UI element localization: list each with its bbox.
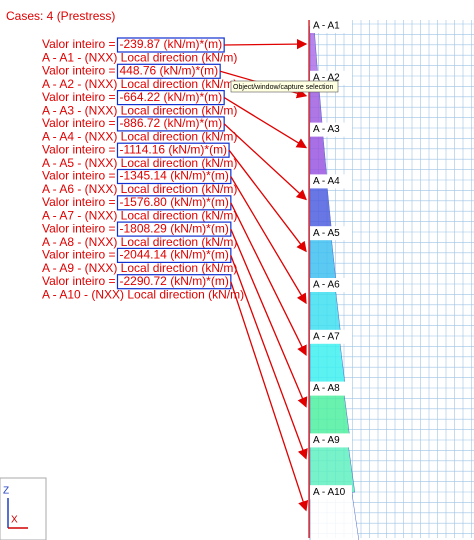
value-label: Valor inteiro = — [42, 221, 115, 235]
value-text: -1114.16 (kN/m)*(m) — [119, 142, 227, 156]
value-label: Valor inteiro = — [42, 248, 115, 262]
panel-label-box — [310, 122, 352, 137]
section-text: A - A5 - (NXX) Local direction (kN/m) — [42, 156, 237, 170]
panel-label-box — [310, 226, 352, 241]
value-text: -886.72 (kN/m)*(m) — [119, 116, 222, 130]
axis-x: X — [11, 515, 18, 526]
panel-label-box — [310, 278, 352, 292]
arrow — [230, 255, 308, 460]
panel-label: A - A8 — [313, 383, 340, 394]
value-label: Valor inteiro = — [42, 142, 115, 156]
section-text: A - A1 - (NXX) Local direction (kN/m) — [42, 51, 237, 65]
panel-label-box — [310, 433, 352, 448]
arrow — [230, 202, 307, 356]
arrow — [223, 97, 308, 149]
stress-region — [309, 25, 319, 79]
value-label: Valor inteiro = — [42, 195, 115, 209]
arrow — [224, 38, 308, 50]
value-text: -1808.29 (kN/m)*(m) — [119, 221, 228, 235]
panel-label: A - A2 — [313, 72, 340, 83]
axis-z: Z — [3, 486, 9, 497]
tooltip-text: Object/window/capture selection — [233, 84, 333, 91]
value-label: Valor inteiro = — [42, 63, 115, 77]
panel-label: A - A7 — [313, 331, 340, 342]
panel-label-box — [310, 174, 352, 189]
panel-label: A - A1 — [313, 21, 340, 32]
panel-label-box — [310, 19, 352, 33]
value-label: Valor inteiro = — [42, 116, 115, 130]
stress-region — [309, 284, 342, 338]
arrow — [228, 149, 307, 253]
value-label: Valor inteiro = — [42, 37, 115, 51]
stress-region — [309, 491, 360, 540]
panel-label: A - A10 — [313, 487, 346, 498]
stress-region — [309, 388, 351, 441]
panel-label-box — [310, 485, 352, 500]
value-text: -1345.14 (kN/m)*(m) — [119, 169, 228, 183]
section-text: A - A3 - (NXX) Local direction (kN/m) — [42, 103, 237, 117]
section-text: A - A6 - (NXX) Local direction (kN/m) — [42, 182, 237, 196]
arrow — [230, 281, 309, 512]
section-text: A - A9 - (NXX) Local direction (kN/m) — [42, 261, 237, 275]
section-text: A - A8 - (NXX) Local direction (kN/m) — [42, 235, 237, 249]
panel-label-box — [310, 381, 352, 396]
section-text: A - A10 - (NXX) Local direction (kN/m) — [42, 287, 244, 301]
value-label: Valor inteiro = — [42, 90, 115, 104]
panel-label: A - A9 — [313, 435, 340, 446]
value-text: -2044.14 (kN/m)*(m) — [119, 248, 228, 262]
panel-label: A - A4 — [313, 176, 340, 187]
value-text: 448.76 (kN/m)*(m) — [119, 63, 218, 77]
stress-region — [309, 232, 337, 286]
stress-region — [309, 181, 333, 234]
section-text: A - A2 - (NXX) Local direction (kN/m) — [42, 77, 237, 91]
panel-label: A - A5 — [313, 228, 340, 239]
value-text: -664.22 (kN/m)*(m) — [119, 90, 222, 104]
section-text: A - A7 - (NXX) Local direction (kN/m) — [42, 208, 237, 222]
section-text: A - A4 - (NXX) Local direction (kN/m) — [42, 130, 237, 144]
value-text: -239.87 (kN/m)*(m) — [119, 37, 222, 51]
arrow — [230, 228, 308, 408]
stress-region — [309, 440, 356, 493]
panel-label: A - A6 — [313, 280, 340, 291]
tooltip: Object/window/capture selection — [230, 80, 339, 93]
stress-region — [309, 129, 328, 182]
panels: A - A1 A - A2 A - A3 A - A4 A - A5 A - A6 A - … — [309, 19, 360, 540]
axis-gizmo: Z X — [0, 477, 47, 540]
arrow — [230, 176, 307, 305]
case-title: Cases: 4 (Prestress) — [6, 9, 115, 23]
value-text: -1576.80 (kN/m)*(m) — [119, 195, 228, 209]
value-text: -2290.72 (kN/m)*(m) — [119, 274, 228, 288]
arrow — [223, 123, 307, 201]
stress-region — [309, 336, 346, 389]
value-label: Valor inteiro = — [42, 274, 115, 288]
value-label: Valor inteiro = — [42, 169, 115, 183]
annotations: Valor inteiro = -239.87 (kN/m)*(m)A - A1 … — [42, 37, 309, 512]
panel-label: A - A3 — [313, 124, 340, 135]
panel-label-box — [310, 329, 352, 344]
